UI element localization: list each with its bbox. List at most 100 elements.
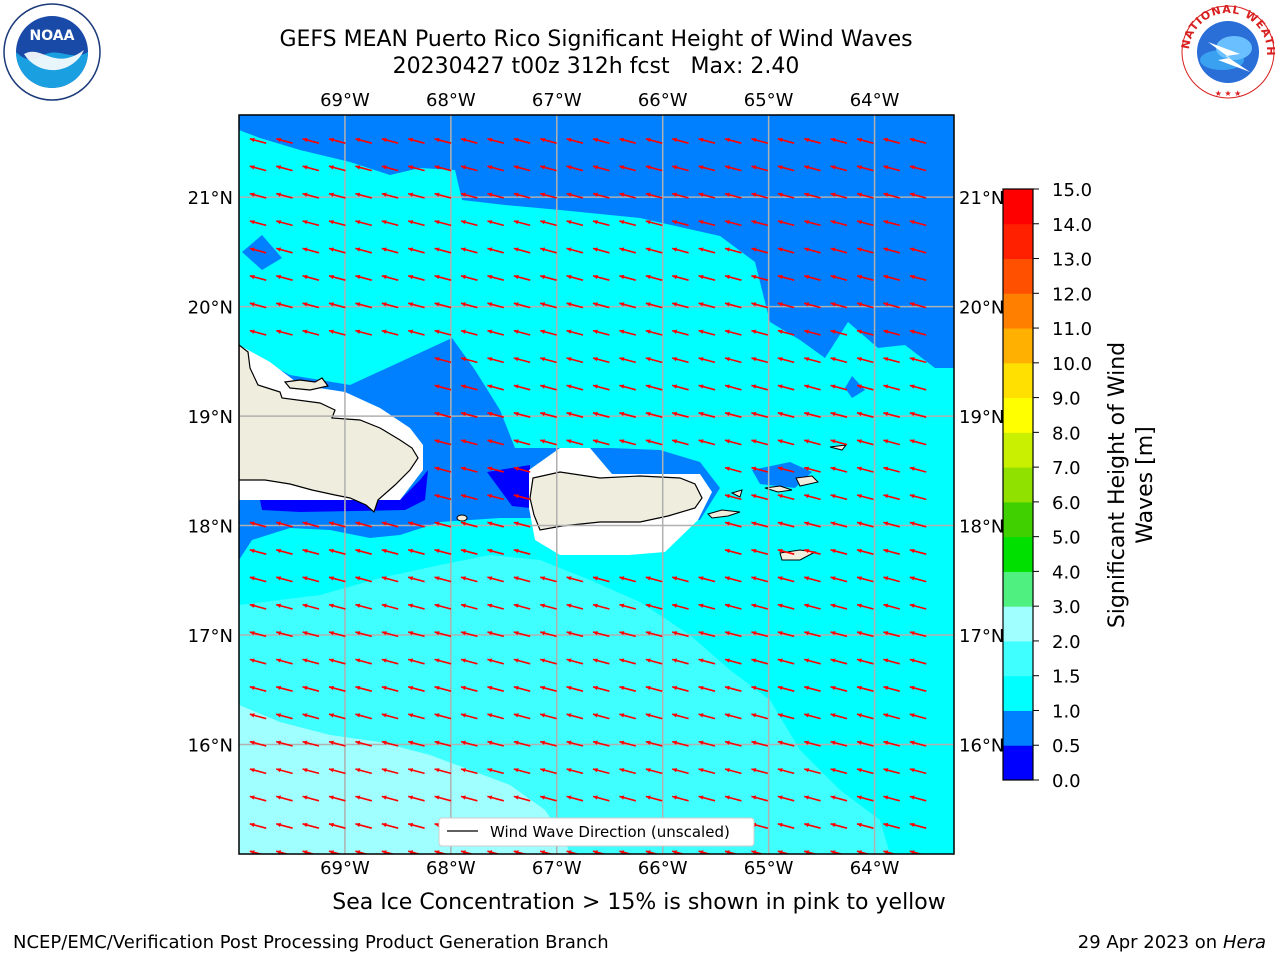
wave-arrow-head: [698, 274, 704, 280]
wave-arrow-head: [645, 357, 651, 362]
wave-arrow-head: [540, 631, 546, 636]
wave-arrow-head: [566, 302, 572, 307]
wave-arrow-head: [434, 685, 440, 691]
wave-arrow-head: [487, 631, 493, 636]
wave-arrow-head: [487, 740, 493, 745]
wave-arrow-head: [619, 302, 625, 307]
wave-arrow-head: [355, 192, 361, 197]
colorbar-segment: [1003, 501, 1033, 538]
wave-arrow-head: [408, 165, 414, 170]
wave-arrow-head: [540, 658, 546, 663]
wave-arrow-head: [672, 713, 678, 718]
wave-arrow-head: [381, 822, 387, 828]
wave-arrow-head: [672, 631, 678, 636]
wave-arrow-head: [909, 357, 915, 362]
wave-arrow-head: [724, 576, 730, 581]
wave-arrow-head: [883, 603, 889, 608]
wave-arrow-head: [540, 302, 546, 307]
wave-arrow-head: [540, 247, 546, 252]
wave-arrow-head: [672, 165, 678, 170]
wave-arrow-head: [909, 274, 915, 280]
wave-arrow-head: [856, 521, 862, 526]
wave-arrow-head: [276, 220, 282, 225]
wave-arrow-head: [909, 220, 915, 225]
colorbar-tick-label: 9.0: [1052, 389, 1081, 410]
wave-arrow-head: [328, 658, 334, 663]
lat-tick-right: 19°N: [959, 407, 1004, 428]
wave-arrow-head: [672, 247, 678, 252]
wave-arrow-head: [566, 795, 572, 800]
wave-arrow-head: [804, 768, 810, 773]
wave-arrow-head: [408, 192, 414, 197]
wave-arrow-head: [276, 137, 282, 143]
wave-arrow-head: [751, 576, 757, 581]
wave-arrow-head: [672, 192, 678, 197]
land-virgin-islands: [764, 485, 793, 493]
wave-arrow-head: [460, 165, 466, 170]
wave-arrow-head: [830, 685, 836, 691]
wave-arrow-head: [487, 137, 493, 143]
wave-arrow-head: [883, 795, 889, 800]
wave-arrow-head: [883, 822, 889, 828]
wave-arrow-head: [777, 850, 783, 854]
wave-arrow-head: [777, 740, 783, 745]
footer-credit: NCEP/EMC/Verification Post Processing Pr…: [13, 932, 609, 953]
wave-arrow-head: [724, 768, 730, 773]
wave-arrow-head: [592, 220, 598, 225]
wave-arrow-head: [698, 740, 704, 745]
wave-arrow-head: [856, 466, 862, 471]
wave-arrow-head: [513, 137, 519, 143]
wave-arrow-head: [698, 768, 704, 773]
wave-arrow-head: [381, 302, 387, 307]
wave-arrow-head: [672, 439, 678, 444]
wave-arrow-head: [540, 740, 546, 745]
wave-arrow-head: [513, 220, 519, 225]
wave-arrow-head: [513, 795, 519, 800]
wave-arrow-head: [540, 274, 546, 280]
wave-arrow-head: [460, 220, 466, 225]
wave-arrow-head: [672, 603, 678, 608]
wave-arrow-head: [540, 411, 546, 417]
wave-arrow-head: [883, 713, 889, 718]
wave-arrow-head: [540, 329, 546, 334]
wave-arrow-head: [540, 165, 546, 170]
wave-arrow-head: [566, 439, 572, 444]
wave-arrow-head: [883, 357, 889, 362]
wave-arrow-head: [619, 165, 625, 170]
wave-arrow-head: [566, 329, 572, 334]
wave-arrow-head: [619, 658, 625, 663]
wave-arrow-head: [540, 768, 546, 773]
wave-arrow-head: [487, 795, 493, 800]
land-mona-island: [456, 514, 468, 522]
lon-tick-bottom: 68°W: [426, 858, 476, 879]
wave-arrow-head: [513, 357, 519, 362]
wave-arrow-head: [592, 357, 598, 362]
wave-arrow-head: [249, 603, 255, 608]
colorbar-tick-label: 5.0: [1052, 528, 1081, 549]
wave-arrow-head: [804, 603, 810, 608]
wave-arrow-head: [751, 357, 757, 362]
wave-arrow-head: [355, 822, 361, 828]
wave-arrow-head: [804, 521, 810, 526]
wave-arrow-head: [434, 411, 440, 417]
wave-arrow-head: [883, 521, 889, 526]
wave-arrow-head: [751, 247, 757, 252]
colorbar-tick-label: 1.5: [1052, 667, 1081, 688]
wave-arrow-head: [830, 603, 836, 608]
wave-arrow-head: [619, 137, 625, 143]
wave-arrow-head: [408, 713, 414, 718]
wave-arrow-head: [777, 822, 783, 828]
wave-arrow-head: [328, 795, 334, 800]
wave-arrow-head: [698, 137, 704, 143]
wave-arrow-head: [328, 713, 334, 718]
lon-tick-bottom: 67°W: [532, 858, 582, 879]
colorbar-tick-label: 0.5: [1052, 736, 1081, 757]
wave-arrow-head: [276, 302, 282, 307]
wave-arrow-head: [460, 795, 466, 800]
wave-arrow-head: [355, 658, 361, 663]
wave-arrow-head: [724, 521, 730, 526]
land-culebra: [730, 489, 743, 498]
wave-arrow-head: [513, 740, 519, 745]
wave-arrow-head: [540, 603, 546, 608]
wave-arrow-head: [566, 740, 572, 745]
